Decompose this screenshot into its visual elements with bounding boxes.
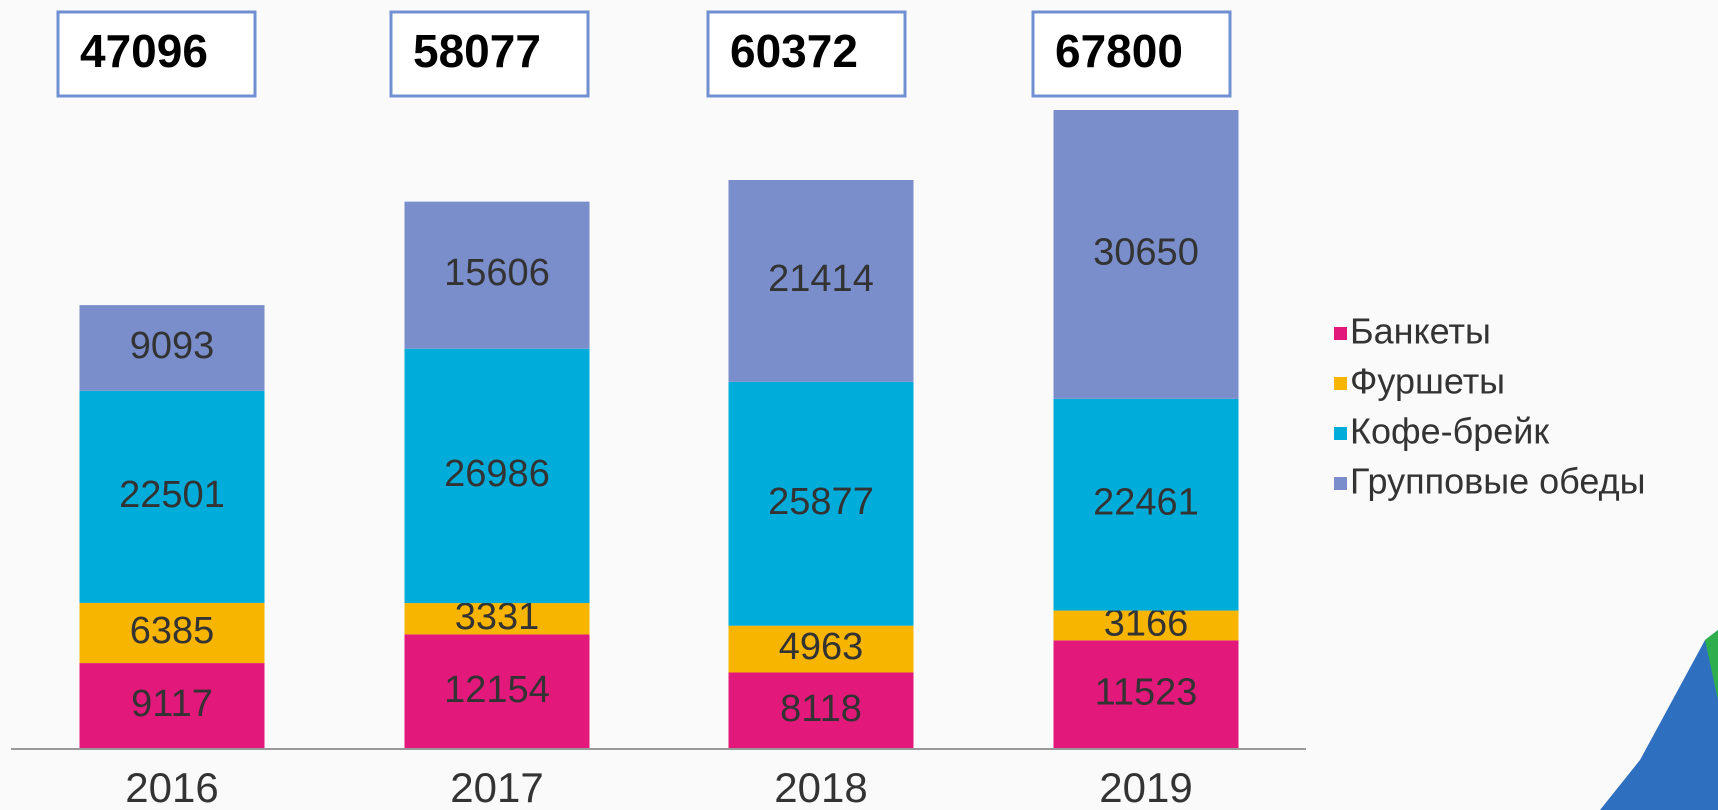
- bar-segment: [728, 180, 914, 382]
- bar-segment: [1053, 640, 1239, 749]
- decoration: [1600, 630, 1718, 810]
- total-label: 47096: [80, 25, 208, 77]
- bar-segment: [1053, 610, 1239, 641]
- decoration-shape: [1705, 630, 1718, 700]
- data-label: 30650: [1093, 231, 1199, 273]
- data-label: 9117: [131, 683, 213, 725]
- total-label: 58077: [413, 25, 541, 77]
- data-label: 22461: [1093, 482, 1199, 524]
- total-label: 60372: [730, 25, 858, 77]
- total-box: [706, 10, 907, 98]
- bar-segment: [1053, 398, 1239, 611]
- bar-segment: [728, 381, 914, 626]
- data-label: 15606: [444, 252, 550, 294]
- data-label: 4963: [779, 626, 864, 668]
- total-box: [1031, 10, 1232, 98]
- x-tick-label: 2019: [1099, 764, 1192, 810]
- x-tick-label: 2018: [774, 764, 867, 810]
- x-tick-label: 2017: [450, 764, 543, 810]
- bar-segment: [1053, 110, 1239, 399]
- data-label: 12154: [444, 669, 550, 711]
- bar-segment: [728, 625, 914, 673]
- bar-segment: [79, 390, 265, 603]
- data-label: 9093: [130, 325, 215, 367]
- data-label: 21414: [768, 258, 874, 300]
- legend-marker: [1334, 427, 1347, 440]
- bar-segment: [404, 603, 590, 635]
- bar-segment: [79, 305, 265, 391]
- data-label: 26986: [444, 453, 550, 495]
- total-box: [389, 10, 590, 98]
- data-label: 25877: [768, 481, 874, 523]
- legend-label: Банкеты: [1350, 311, 1491, 352]
- bar-segment: [404, 634, 590, 749]
- bar-segment: [728, 672, 914, 749]
- total-box: [56, 10, 257, 98]
- legend-marker: [1334, 327, 1347, 340]
- legend-marker: [1334, 477, 1347, 490]
- bar-segment: [404, 201, 590, 349]
- bar-segment: [79, 663, 265, 749]
- legend-label: Групповые обеды: [1350, 461, 1645, 502]
- data-label: 11523: [1095, 672, 1198, 714]
- bar-segment: [79, 602, 265, 664]
- legend-marker: [1334, 377, 1347, 390]
- decoration-shape: [1600, 630, 1718, 810]
- data-label: 6385: [130, 610, 215, 652]
- total-label: 67800: [1055, 25, 1183, 77]
- data-label: 22501: [119, 474, 225, 516]
- legend-label: Кофе-брейк: [1350, 411, 1549, 452]
- legend-label: Фуршеты: [1350, 361, 1505, 402]
- x-tick-label: 2016: [125, 764, 218, 810]
- data-label: 8118: [780, 688, 862, 730]
- bar-segment: [404, 348, 590, 604]
